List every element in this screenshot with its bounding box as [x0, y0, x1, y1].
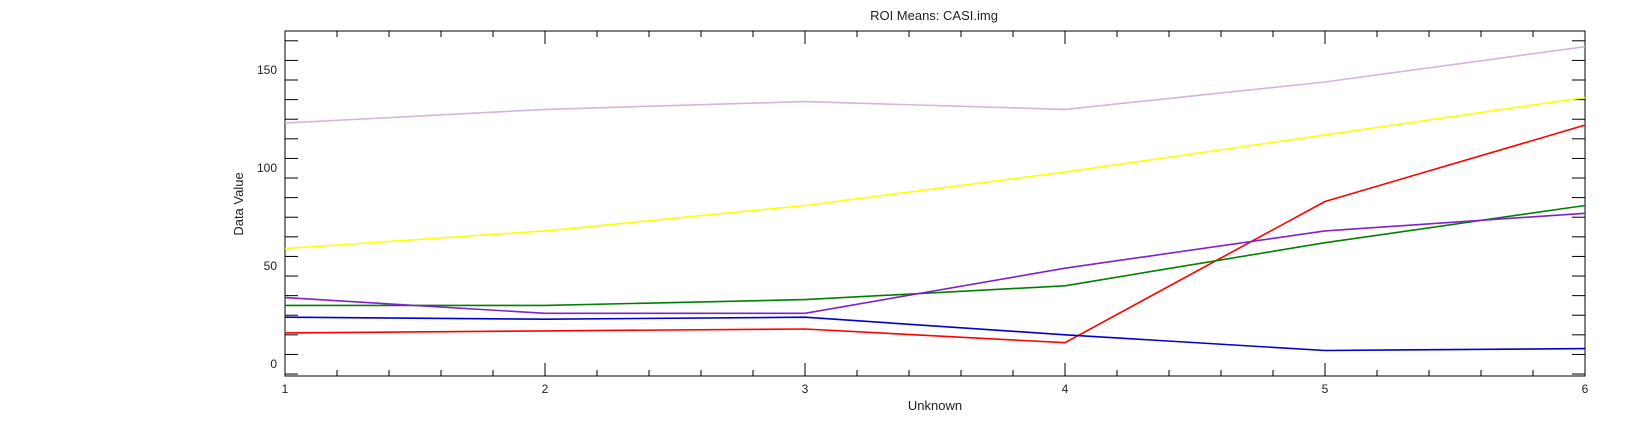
series-lines	[284, 45, 1586, 352]
series-line-1	[284, 45, 1586, 124]
x-tick-label: 6	[1582, 382, 1589, 396]
y-axis-label: Data Value	[231, 172, 246, 235]
series-line-6	[284, 316, 1586, 352]
y-axis-ticks: 0 50 100 150	[257, 40, 1585, 375]
series-line-4	[285, 204, 1586, 307]
series-line-2	[284, 96, 1586, 250]
y-tick-label: 100	[257, 161, 277, 175]
x-tick-label: 1	[282, 382, 289, 396]
x-tick-label: 3	[802, 382, 809, 396]
x-axis-label: Unknown	[908, 398, 962, 413]
x-tick-label: 2	[542, 382, 549, 396]
x-tick-label: 5	[1322, 382, 1329, 396]
series-line-5	[284, 212, 1586, 315]
x-axis-ticks: 1 2 3 4 5 6	[282, 31, 1589, 396]
y-tick-label: 150	[257, 63, 277, 77]
y-tick-label: 50	[264, 259, 278, 273]
chart-title: ROI Means: CASI.img	[870, 8, 998, 23]
x-tick-label: 4	[1062, 382, 1069, 396]
plot-frame	[284, 30, 1586, 377]
series-line-3	[284, 124, 1586, 344]
y-tick-label: 0	[270, 357, 277, 371]
